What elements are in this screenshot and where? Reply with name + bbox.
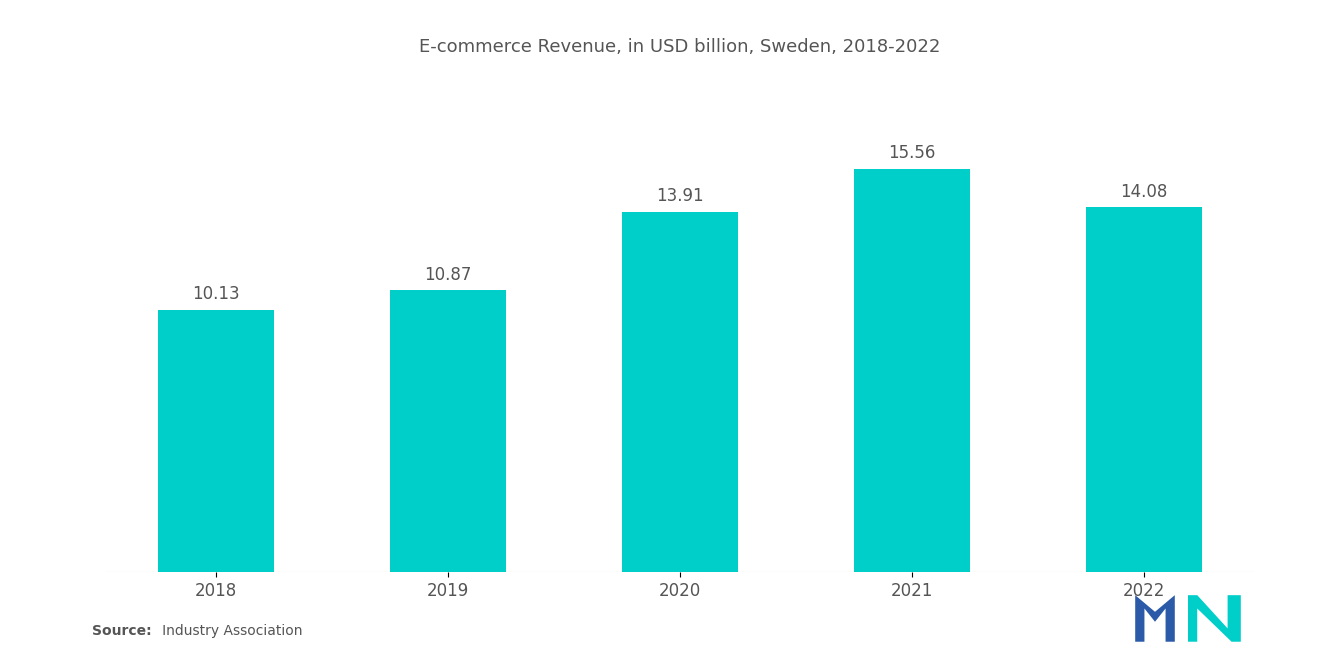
Text: 10.87: 10.87 bbox=[424, 266, 471, 284]
Text: Source:: Source: bbox=[92, 624, 152, 638]
Bar bbox=[854, 169, 970, 572]
Polygon shape bbox=[1135, 595, 1175, 642]
Text: 10.13: 10.13 bbox=[191, 285, 240, 303]
Bar bbox=[622, 211, 738, 572]
Text: 13.91: 13.91 bbox=[656, 187, 704, 205]
Bar bbox=[1086, 207, 1201, 572]
Polygon shape bbox=[1188, 595, 1241, 642]
Title: E-commerce Revenue, in USD billion, Sweden, 2018-2022: E-commerce Revenue, in USD billion, Swed… bbox=[420, 38, 940, 56]
Text: Industry Association: Industry Association bbox=[149, 624, 302, 638]
Bar bbox=[158, 309, 273, 572]
Text: 14.08: 14.08 bbox=[1121, 183, 1167, 201]
Bar bbox=[389, 291, 506, 572]
Text: 15.56: 15.56 bbox=[888, 144, 936, 162]
